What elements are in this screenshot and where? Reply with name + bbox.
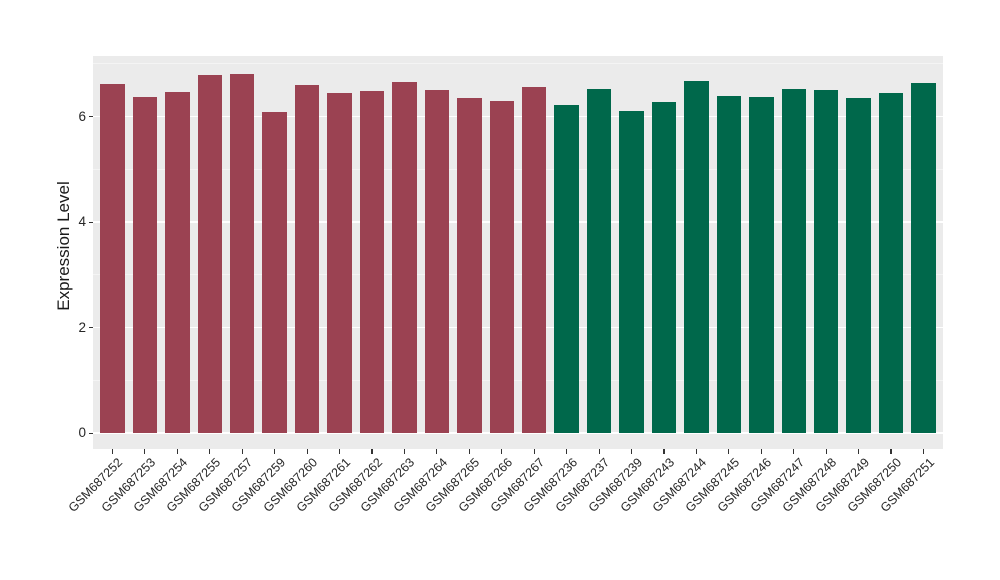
y-tick-label: 2 (78, 319, 86, 335)
x-tick-mark (533, 449, 535, 454)
bar-gsm687259 (262, 112, 287, 434)
x-tick-mark (890, 449, 892, 454)
bar-gsm687249 (846, 98, 871, 434)
y-tick-mark (88, 221, 93, 223)
x-tick-mark (793, 449, 795, 454)
bar-gsm687253 (132, 97, 158, 434)
x-tick-mark (436, 449, 438, 454)
x-tick-mark (728, 449, 730, 454)
gridline-major (93, 115, 943, 118)
x-tick-mark (695, 449, 698, 454)
x-tick-mark (111, 449, 114, 454)
bar-gsm687243 (651, 102, 677, 434)
bar-gsm687265 (457, 98, 482, 434)
gridline-minor (93, 63, 943, 65)
y-tick-mark (88, 116, 93, 118)
gridline-minor (93, 379, 943, 381)
y-tick-label: 4 (78, 214, 86, 230)
x-tick-mark (403, 449, 406, 454)
bar-gsm687257 (229, 74, 255, 434)
x-tick-mark (468, 449, 470, 454)
bar-gsm687244 (684, 81, 709, 434)
bar-gsm687245 (716, 96, 742, 434)
bar-gsm687264 (424, 90, 450, 434)
bar-gsm687252 (100, 83, 125, 434)
bar-gsm687262 (359, 90, 385, 434)
bar-gsm687261 (327, 93, 352, 434)
x-tick-mark (825, 449, 827, 454)
x-tick-mark (241, 449, 243, 454)
bar-gsm687248 (813, 90, 839, 434)
x-tick-mark (760, 449, 762, 454)
x-tick-mark (209, 449, 211, 454)
y-tick-mark (88, 432, 93, 434)
x-tick-mark (858, 449, 860, 454)
x-tick-mark (501, 449, 503, 454)
bar-gsm687246 (749, 97, 774, 434)
gridline-minor (93, 168, 943, 170)
bar-gsm687237 (586, 89, 612, 434)
bar-gsm687266 (489, 101, 515, 434)
y-tick-mark (88, 327, 93, 329)
x-tick-mark (663, 449, 665, 454)
bar-gsm687255 (197, 74, 223, 434)
x-tick-mark (371, 449, 373, 454)
x-tick-mark (566, 449, 568, 454)
x-tick-mark (306, 449, 308, 454)
x-tick-mark (274, 449, 276, 454)
y-axis-title: Expression Level (54, 181, 73, 311)
x-tick-mark (144, 449, 146, 454)
bar-gsm687251 (911, 83, 936, 434)
gridline-major (93, 221, 943, 223)
x-tick-mark (630, 449, 633, 454)
gridline-major (93, 326, 943, 329)
bar-gsm687247 (781, 89, 806, 434)
bar-gsm687267 (521, 86, 547, 434)
y-tick-label: 6 (78, 108, 86, 124)
x-tick-mark (338, 449, 341, 454)
x-tick-mark (922, 449, 925, 454)
bar-gsm687263 (392, 81, 417, 434)
gridline-major (93, 432, 943, 434)
bar-gsm687236 (554, 105, 579, 434)
bar-gsm687254 (165, 92, 190, 434)
x-tick-mark (176, 449, 178, 454)
bar-gsm687260 (294, 85, 320, 434)
bar-gsm687239 (619, 111, 644, 434)
plot-panel (93, 56, 943, 449)
gridline-minor (93, 274, 943, 276)
y-tick-label: 0 (78, 425, 86, 441)
bar-gsm687250 (878, 93, 904, 434)
x-tick-mark (598, 449, 600, 454)
